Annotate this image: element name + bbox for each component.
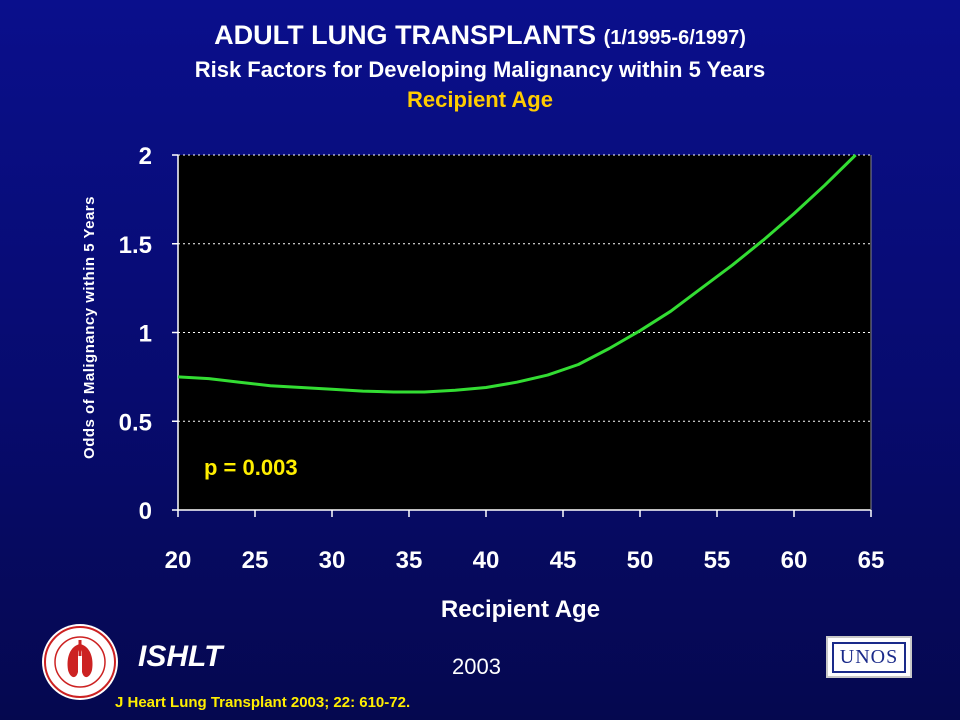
- title-block: ADULT LUNG TRANSPLANTS (1/1995-6/1997) R…: [0, 18, 960, 115]
- x-tick-label: 20: [165, 547, 192, 574]
- unos-logo: UNOS: [826, 636, 912, 678]
- ishlt-seal-icon: [42, 624, 118, 700]
- y-tick-label: 2: [139, 143, 152, 170]
- x-tick-label: 55: [704, 547, 731, 574]
- y-tick-label: 1: [139, 321, 152, 348]
- title-main: ADULT LUNG TRANSPLANTS: [214, 20, 597, 50]
- x-tick-label: 35: [396, 547, 423, 574]
- x-tick-label: 25: [242, 547, 269, 574]
- citation: J Heart Lung Transplant 2003; 22: 610-72…: [115, 694, 411, 711]
- x-tick-label: 65: [858, 547, 885, 574]
- year-label: 2003: [452, 654, 501, 679]
- x-tick-label: 45: [550, 547, 577, 574]
- x-tick-label: 40: [473, 547, 500, 574]
- y-axis-title: Odds of Malignancy within 5 Years: [81, 196, 98, 459]
- y-tick-labels: 0 0.5 1 1.5 2: [119, 143, 152, 525]
- unos-logo-text: UNOS: [831, 641, 907, 673]
- chart-title: ADULT LUNG TRANSPLANTS (1/1995-6/1997): [0, 18, 960, 55]
- axes: [172, 154, 872, 517]
- x-tick-label: 30: [319, 547, 346, 574]
- x-tick-label: 60: [781, 547, 808, 574]
- y-tick-label: 0: [139, 498, 152, 525]
- x-tick-labels: 20 25 30 35 40 45 50 55 60 65: [165, 547, 885, 574]
- x-tick-label: 50: [627, 547, 654, 574]
- chart-variable: Recipient Age: [407, 87, 553, 112]
- chart-subtitle: Risk Factors for Developing Malignancy w…: [194, 57, 766, 82]
- grid-lines: [178, 154, 871, 422]
- org-label: ISHLT: [138, 640, 223, 673]
- series-line: [177, 153, 857, 394]
- y-tick-label: 0.5: [119, 409, 152, 436]
- y-tick-label: 1.5: [119, 232, 152, 259]
- x-axis-title: Recipient Age: [441, 596, 600, 623]
- title-dates: (1/1995-6/1997): [603, 27, 746, 49]
- p-value-annotation: p = 0.003: [204, 455, 298, 480]
